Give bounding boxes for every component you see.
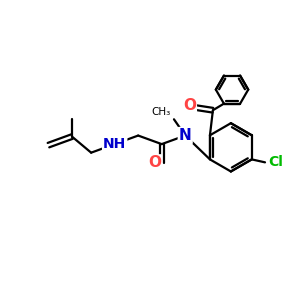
- Text: N: N: [179, 128, 192, 143]
- Text: Cl: Cl: [268, 155, 283, 169]
- Text: O: O: [183, 98, 196, 113]
- Text: CH₃: CH₃: [152, 107, 171, 117]
- Text: NH: NH: [103, 137, 126, 151]
- Text: O: O: [148, 155, 161, 170]
